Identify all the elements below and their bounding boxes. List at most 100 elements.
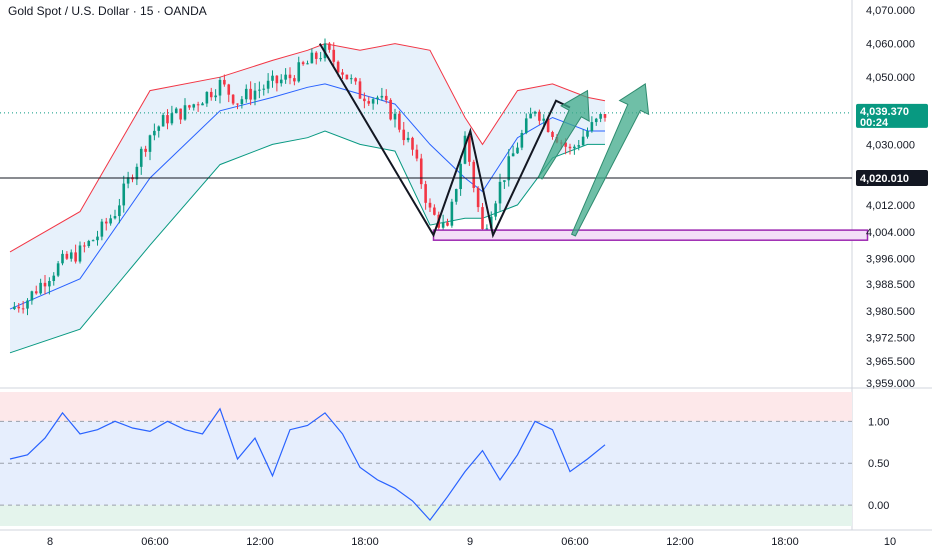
candle-body [568, 146, 572, 149]
zigzag-pattern [318, 43, 571, 239]
candle-body [17, 306, 21, 309]
candle-body [21, 308, 25, 310]
candle-body [354, 78, 357, 82]
candle-body [297, 62, 301, 82]
last-price-countdown: 00:24 [860, 117, 889, 129]
candle-body [227, 84, 231, 95]
osc-tick-label: 1.00 [868, 416, 889, 428]
price-tick-label: 4,050.000 [866, 72, 915, 84]
chart-title: Gold Spot / U.S. Dollar · 15 · OANDA [8, 4, 207, 18]
candle-body [389, 99, 392, 120]
candle-body [310, 52, 314, 64]
oscillator-line [9, 407, 606, 522]
price-tick-label: 3,972.500 [866, 333, 915, 345]
candle-body [524, 118, 528, 133]
candle-body [266, 80, 270, 89]
candle-body [240, 99, 244, 105]
level-value: 4,020.010 [860, 173, 909, 185]
candle-body [341, 72, 344, 75]
oscillator-pane [0, 392, 852, 526]
candle-body [48, 281, 51, 287]
candle-body [244, 88, 248, 100]
candle-body [336, 61, 340, 73]
candle-body [573, 146, 576, 149]
candle-body [139, 148, 143, 167]
candle-body [450, 201, 454, 226]
candle-body [113, 216, 117, 219]
candle-body [446, 222, 449, 226]
candle-body [367, 101, 371, 104]
candle-body [314, 52, 318, 59]
candle-body [507, 156, 511, 181]
candle-body [26, 300, 29, 309]
candle-body [472, 161, 476, 188]
candle-body [441, 222, 445, 228]
candle-body [135, 166, 139, 180]
candle-body [279, 79, 283, 84]
time-tick-label: 8 [47, 536, 53, 548]
candle-body [275, 75, 279, 84]
last-price-tag [856, 103, 928, 128]
candle-body [306, 63, 309, 65]
candle-body [166, 115, 169, 124]
price-tick-label: 3,959.000 [866, 378, 915, 390]
candle-body [78, 245, 82, 262]
candle-body [52, 275, 56, 282]
price-tick-label: 4,070.000 [866, 5, 915, 17]
candle-body [433, 207, 436, 215]
last-price-value: 4,039.370 [860, 106, 909, 118]
candle-body [485, 228, 489, 230]
candle-body [122, 183, 126, 206]
candle-body [183, 105, 187, 120]
candle-body [393, 113, 397, 120]
candle-body [288, 74, 292, 79]
axes: 4,070.000 4,060.000 4,050.000 4,030.000 4,01… [47, 5, 928, 548]
candle-body [345, 74, 349, 80]
candle-body [188, 105, 191, 108]
candle-body [402, 129, 406, 141]
candle-body [104, 221, 108, 224]
candle-body [170, 113, 174, 124]
candle-body [380, 95, 384, 98]
candle-body [144, 148, 147, 152]
candle-body [332, 49, 336, 62]
candle-body [542, 118, 546, 121]
candle-body [126, 177, 130, 184]
candle-body [603, 114, 607, 118]
candle-body [415, 149, 419, 159]
candle-body [371, 99, 375, 104]
time-tick-label: 06:00 [561, 536, 589, 548]
candle-body [586, 131, 589, 137]
candle-body [581, 136, 585, 146]
candle-body [551, 131, 554, 137]
osc-tick-label: 0.00 [868, 500, 889, 512]
candle-body [503, 180, 506, 182]
candle-body [196, 104, 200, 106]
bb-fill [10, 43, 605, 353]
candle-body [328, 43, 331, 50]
candle-body [209, 91, 213, 98]
candle-body [258, 89, 261, 91]
bb-line-lower [9, 130, 605, 354]
price-tick-label: 3,980.500 [866, 306, 915, 318]
candle-body [161, 115, 165, 127]
candle-body [529, 113, 532, 119]
candles [13, 38, 607, 316]
candle-body [494, 203, 497, 217]
time-tick-label: 06:00 [141, 536, 169, 548]
candle-body [100, 221, 104, 237]
candle-body [96, 236, 99, 241]
osc-overbought-zone [0, 392, 852, 422]
osc-tick-label: 0.50 [868, 458, 889, 470]
candle-body [179, 108, 182, 120]
candle-body [87, 240, 91, 247]
candle-body [153, 130, 156, 136]
candle-body [293, 78, 296, 82]
candle-body [118, 205, 121, 217]
price-tick-label: 3,965.500 [866, 356, 915, 368]
candle-body [13, 306, 16, 310]
candle-body [262, 88, 266, 90]
candle-body [546, 118, 550, 132]
price-tick-label: 3,996.000 [866, 254, 915, 266]
